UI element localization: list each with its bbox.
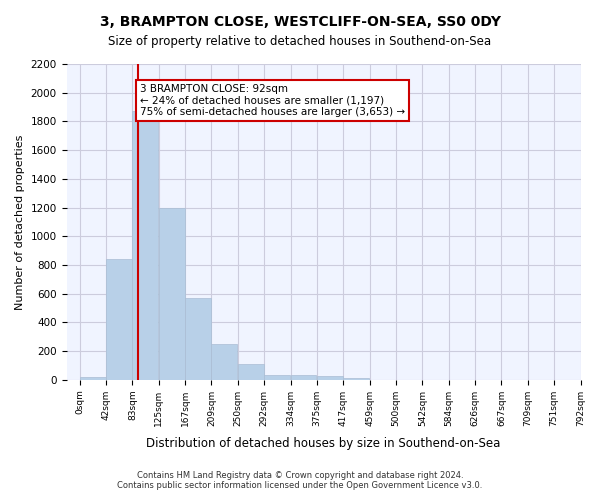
Bar <box>133 112 158 380</box>
Bar <box>238 364 263 380</box>
Y-axis label: Number of detached properties: Number of detached properties <box>15 134 25 310</box>
Text: 3, BRAMPTON CLOSE, WESTCLIFF-ON-SEA, SS0 0DY: 3, BRAMPTON CLOSE, WESTCLIFF-ON-SEA, SS0… <box>100 15 500 29</box>
Text: 3 BRAMPTON CLOSE: 92sqm
← 24% of detached houses are smaller (1,197)
75% of semi: 3 BRAMPTON CLOSE: 92sqm ← 24% of detache… <box>140 84 405 117</box>
Text: Size of property relative to detached houses in Southend-on-Sea: Size of property relative to detached ho… <box>109 35 491 48</box>
Bar <box>185 298 211 380</box>
Bar <box>264 375 290 380</box>
Bar <box>80 377 106 380</box>
Text: Contains HM Land Registry data © Crown copyright and database right 2024.
Contai: Contains HM Land Registry data © Crown c… <box>118 470 482 490</box>
Bar <box>343 378 369 380</box>
Bar <box>159 208 185 380</box>
X-axis label: Distribution of detached houses by size in Southend-on-Sea: Distribution of detached houses by size … <box>146 437 501 450</box>
Bar <box>106 259 132 380</box>
Bar <box>211 344 238 380</box>
Bar <box>290 375 316 380</box>
Bar <box>317 376 343 380</box>
